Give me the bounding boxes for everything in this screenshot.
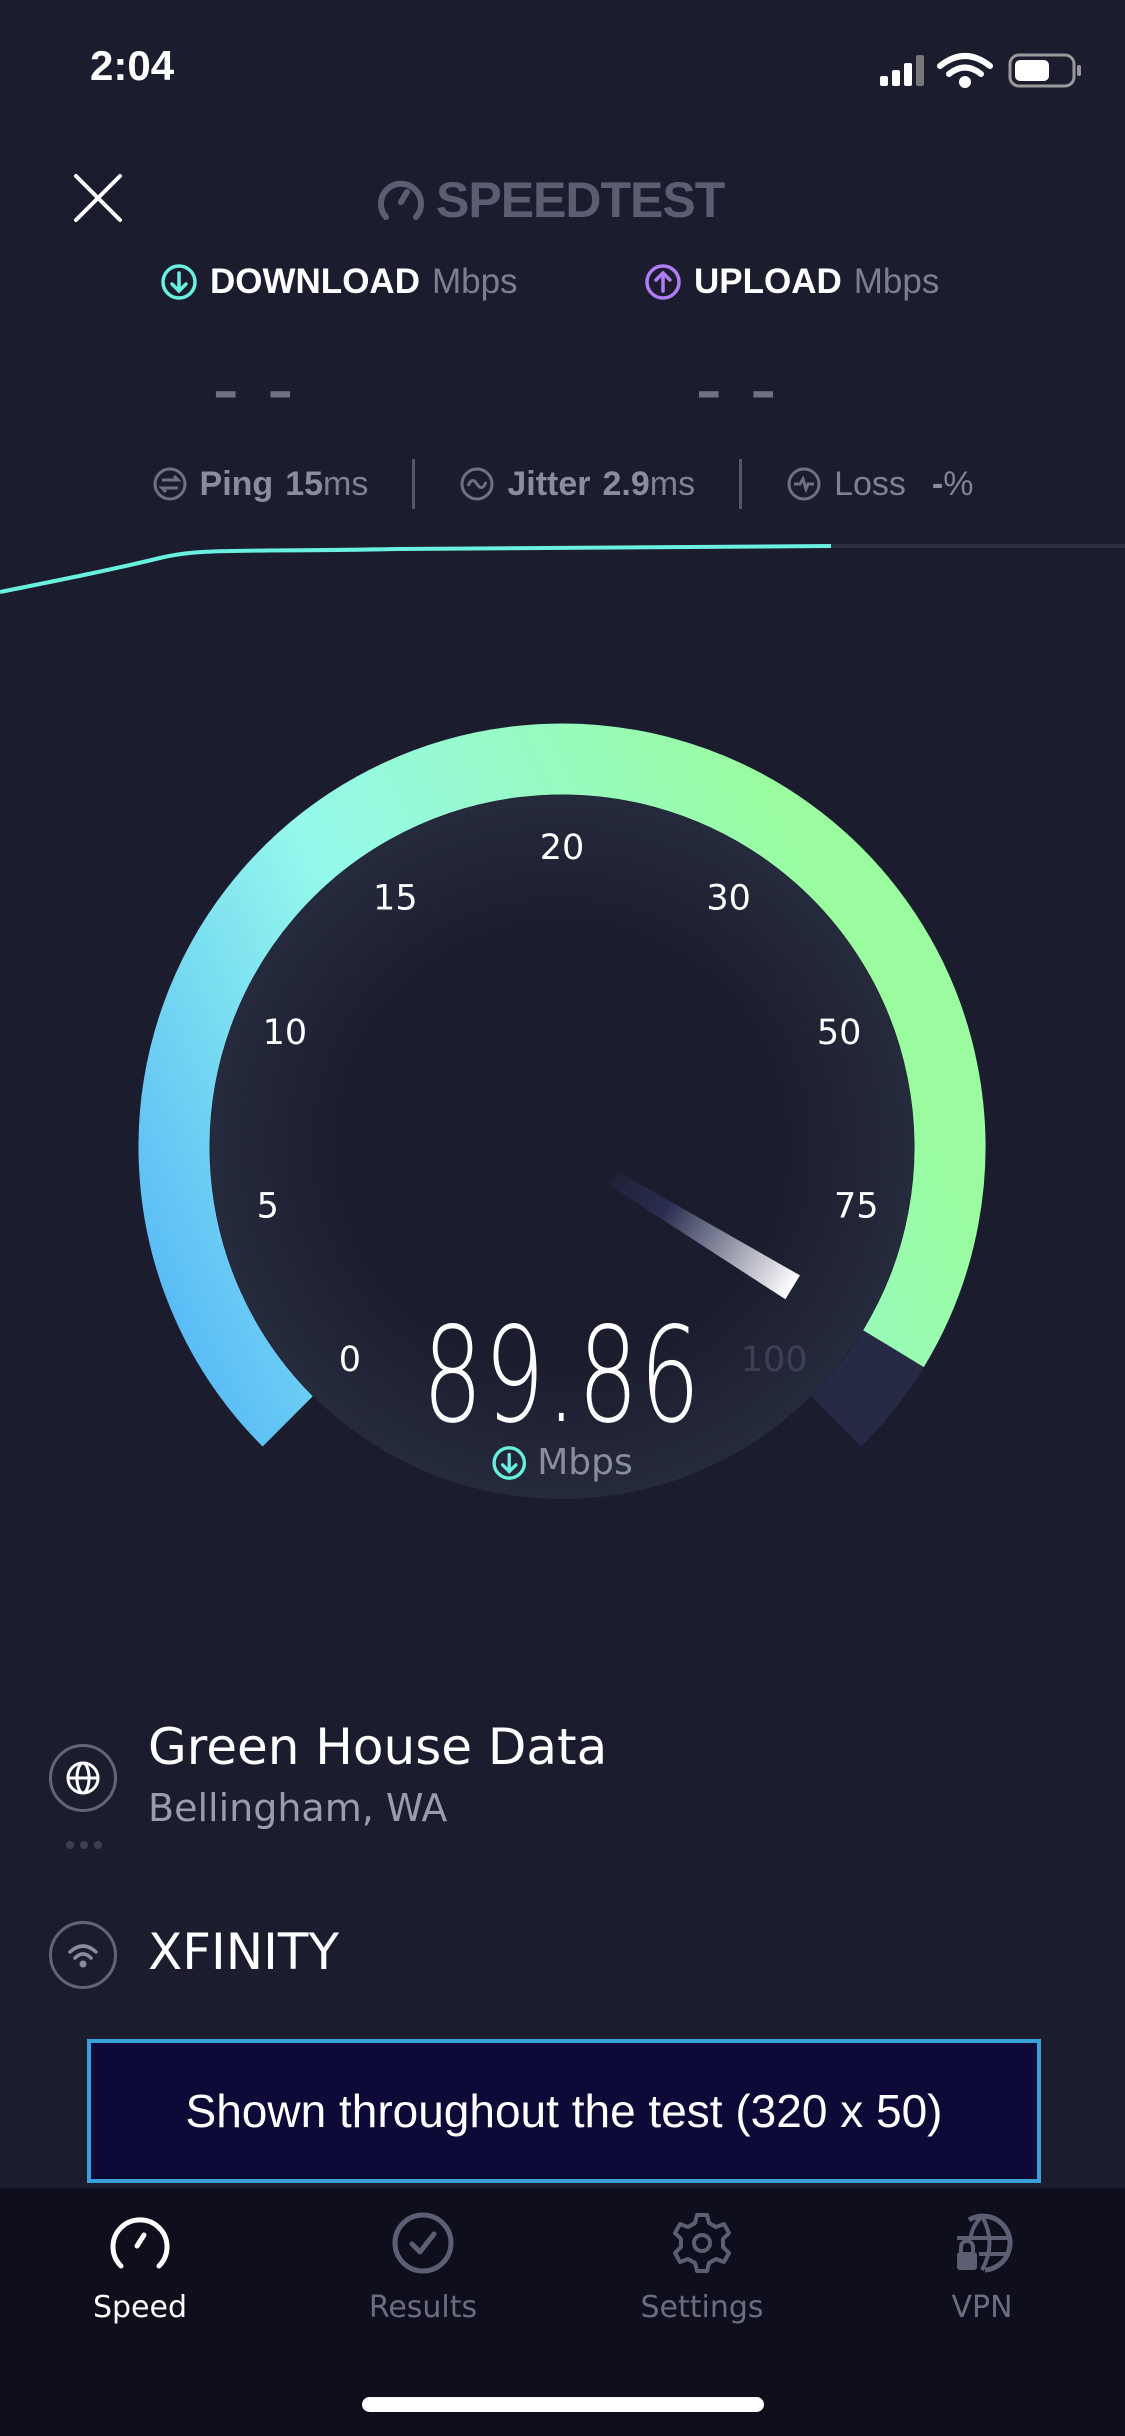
server-location: Bellingham, WA bbox=[148, 1786, 448, 1830]
download-label: DOWNLOAD bbox=[210, 262, 420, 301]
download-unit: Mbps bbox=[431, 262, 518, 301]
status-time: 2:04 bbox=[90, 42, 175, 89]
ping-label: Ping bbox=[199, 464, 274, 503]
loss-label: Loss bbox=[834, 464, 906, 503]
download-icon bbox=[161, 264, 197, 300]
gauge-fill bbox=[138, 723, 986, 1447]
tab-settings[interactable]: Settings bbox=[602, 2210, 802, 2325]
loss-unit: % bbox=[943, 464, 974, 503]
vpn-globe-lock-icon bbox=[957, 2213, 1013, 2273]
loss-stat: Loss -% bbox=[742, 465, 1017, 504]
ad-text: Shown throughout the test (320 x 50) bbox=[185, 2085, 943, 2137]
tab-results[interactable]: Results bbox=[323, 2210, 523, 2325]
jitter-value: 2.9 bbox=[602, 464, 650, 503]
isp-icon-wrap bbox=[49, 1921, 117, 1989]
close-icon[interactable] bbox=[72, 172, 124, 224]
ping-unit: ms bbox=[323, 464, 369, 503]
globe-icon bbox=[66, 1761, 100, 1795]
tab-label: Settings bbox=[640, 2290, 764, 2325]
gauge-tick-label: 20 bbox=[540, 828, 585, 868]
gauge-tick-label: 100 bbox=[741, 1340, 808, 1380]
download-header: DOWNLOAD Mbps bbox=[160, 258, 518, 306]
wifi-icon bbox=[937, 53, 993, 88]
server-button[interactable] bbox=[49, 1744, 117, 1812]
ping-stat: Ping 15ms bbox=[108, 465, 413, 504]
tab-vpn[interactable]: VPN bbox=[882, 2210, 1082, 2325]
server-name[interactable]: Green House Data bbox=[148, 1718, 608, 1776]
loss-value: - bbox=[931, 464, 944, 503]
gauge-tick-label: 15 bbox=[373, 879, 418, 919]
tab-bar bbox=[0, 2188, 1125, 2436]
speed-unit-label: Mbps bbox=[537, 1442, 633, 1483]
current-speed-value: 89.86 bbox=[422, 1299, 702, 1453]
tab-label: Speed bbox=[92, 2290, 188, 2325]
gauge-tick-label: 5 bbox=[257, 1187, 279, 1227]
gauge-tick-label: 10 bbox=[263, 1013, 308, 1053]
battery-icon bbox=[1008, 53, 1081, 88]
speedometer-logo-icon bbox=[378, 180, 424, 220]
upload-value: – – bbox=[696, 362, 782, 420]
ping-value: 15 bbox=[285, 464, 324, 503]
cellular-signal-icon bbox=[880, 55, 924, 86]
gear-icon bbox=[673, 2213, 731, 2273]
gauge-tick-label: 0 bbox=[339, 1340, 361, 1380]
latency-stats: Ping 15ms Jitter 2.9ms Loss -% bbox=[0, 458, 1125, 510]
wifi-icon bbox=[68, 1944, 98, 1968]
speedometer-icon bbox=[110, 2217, 170, 2269]
divider bbox=[739, 459, 743, 509]
logo-text: SPEEDTEST bbox=[436, 172, 725, 228]
download-value: – – bbox=[213, 362, 299, 420]
gauge-tick-label: 30 bbox=[706, 879, 751, 919]
speed-graph bbox=[0, 544, 1125, 594]
upload-unit: Mbps bbox=[853, 262, 940, 301]
status-icons bbox=[880, 53, 1081, 88]
ad-banner[interactable]: Shown throughout the test (320 x 50) bbox=[87, 2039, 1041, 2183]
speedtest-logo: SPEEDTEST bbox=[376, 168, 725, 232]
upload-icon bbox=[645, 264, 681, 300]
download-icon bbox=[492, 1446, 527, 1480]
jitter-icon bbox=[460, 467, 494, 501]
gauge-needle bbox=[609, 1171, 800, 1300]
current-speed-unit: Mbps bbox=[491, 1442, 633, 1484]
speed-gauge: 0 5 10 15 20 30 50 75 100 bbox=[138, 723, 986, 1499]
home-indicator[interactable] bbox=[362, 2397, 764, 2412]
more-dots-icon bbox=[66, 1841, 102, 1849]
tab-speed[interactable]: Speed bbox=[40, 2210, 240, 2325]
tab-label: VPN bbox=[951, 2290, 1013, 2325]
gauge-tick-label: 50 bbox=[817, 1013, 862, 1053]
divider bbox=[412, 459, 416, 509]
isp-name: XFINITY bbox=[148, 1923, 339, 1981]
ping-icon bbox=[153, 467, 187, 501]
jitter-unit: ms bbox=[649, 464, 696, 503]
gauge-face bbox=[210, 795, 914, 1499]
jitter-label: Jitter bbox=[507, 464, 591, 503]
tab-label: Results bbox=[368, 2290, 478, 2325]
jitter-stat: Jitter 2.9ms bbox=[415, 465, 739, 504]
gauge-tick-label: 75 bbox=[834, 1187, 879, 1227]
check-circle-icon bbox=[392, 2212, 454, 2274]
loss-icon bbox=[787, 467, 821, 501]
graph-download-line bbox=[0, 544, 832, 594]
upload-header: UPLOAD Mbps bbox=[644, 258, 939, 306]
upload-label: UPLOAD bbox=[694, 262, 842, 301]
